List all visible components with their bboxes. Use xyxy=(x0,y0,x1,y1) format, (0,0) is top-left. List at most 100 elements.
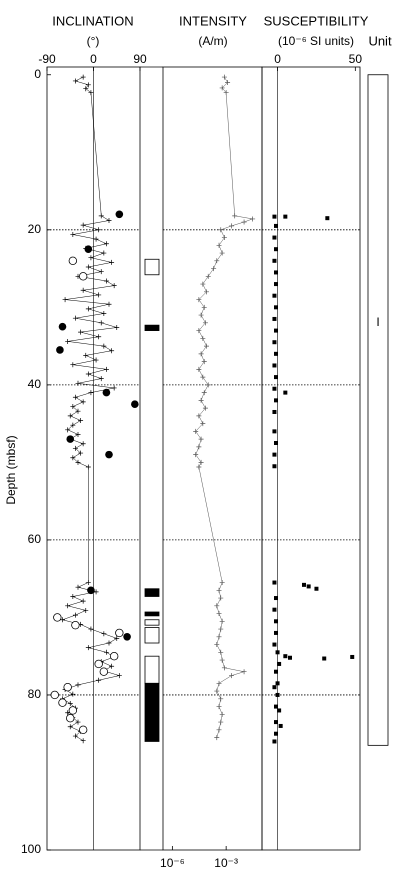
cross-marker xyxy=(80,441,86,447)
cross-marker xyxy=(114,635,120,641)
cross-marker xyxy=(202,405,208,411)
cross-marker xyxy=(218,649,224,655)
x-tick-label: -90 xyxy=(38,52,56,66)
cross-marker xyxy=(201,304,207,310)
cross-marker xyxy=(75,431,81,437)
filled-circle xyxy=(56,346,64,354)
square-marker xyxy=(272,214,277,219)
cross-marker xyxy=(83,607,89,613)
square-marker xyxy=(272,363,277,368)
square-marker xyxy=(272,409,277,414)
panel-subtitle: (10⁻⁶ SI units) xyxy=(278,34,354,48)
open-circle xyxy=(68,706,78,715)
cross-marker xyxy=(216,611,222,617)
cross-marker xyxy=(202,320,208,326)
square-marker xyxy=(302,582,306,587)
cross-marker xyxy=(75,719,81,725)
cross-marker xyxy=(85,82,91,88)
cross-marker xyxy=(83,352,89,358)
square-marker xyxy=(325,216,330,221)
open-circle xyxy=(94,659,103,669)
cross-marker xyxy=(196,413,202,419)
cross-marker xyxy=(98,320,104,326)
cross-marker xyxy=(216,680,222,686)
cross-marker xyxy=(114,324,120,330)
cross-marker xyxy=(196,328,202,334)
cross-marker xyxy=(218,595,224,601)
open-circle xyxy=(109,651,119,661)
cross-marker xyxy=(65,603,71,609)
y-tick-label: 80 xyxy=(28,687,42,701)
cross-marker xyxy=(70,593,76,599)
panel-subtitle: (°) xyxy=(87,34,100,48)
cross-marker xyxy=(241,669,247,675)
open-circle xyxy=(78,272,88,281)
y-tick-label: 60 xyxy=(28,532,42,546)
open-circle xyxy=(53,613,62,622)
cross-marker xyxy=(80,399,86,405)
cross-marker xyxy=(221,235,227,241)
cross-marker xyxy=(72,394,78,400)
square-marker xyxy=(272,386,277,391)
cross-marker xyxy=(101,631,107,637)
cross-marker xyxy=(88,255,94,261)
cross-marker xyxy=(196,444,202,450)
cross-marker xyxy=(219,711,225,717)
cross-marker xyxy=(214,688,220,694)
cross-marker xyxy=(98,376,104,382)
cross-marker xyxy=(221,74,227,80)
square-marker xyxy=(272,607,277,612)
cross-marker xyxy=(83,86,89,92)
cross-marker xyxy=(106,640,112,646)
square-marker xyxy=(275,650,280,655)
cross-marker xyxy=(200,281,206,287)
cross-marker xyxy=(98,213,104,219)
cross-marker xyxy=(109,663,115,669)
square-marker xyxy=(274,247,278,252)
cross-marker xyxy=(211,266,217,272)
cross-marker xyxy=(198,459,204,465)
cross-marker xyxy=(229,673,235,679)
square-marker xyxy=(283,390,288,395)
y-tick-label: 40 xyxy=(28,377,42,391)
cross-marker xyxy=(241,219,247,225)
polarity-block xyxy=(144,627,160,644)
open-circle xyxy=(66,714,75,723)
square-marker xyxy=(274,223,278,228)
cross-marker xyxy=(70,455,76,461)
square-marker xyxy=(274,270,278,275)
square-marker xyxy=(274,669,278,674)
cross-marker xyxy=(103,649,109,655)
cross-marker xyxy=(65,427,71,433)
square-marker xyxy=(274,375,278,380)
data-line xyxy=(61,76,121,741)
x-tick-label: 0 xyxy=(274,52,281,66)
polarity-block xyxy=(144,682,160,742)
cross-marker xyxy=(200,374,206,380)
cross-marker xyxy=(93,589,99,595)
cross-marker xyxy=(96,677,102,683)
square-marker xyxy=(274,704,278,709)
cross-marker xyxy=(85,645,91,651)
cross-marker xyxy=(203,289,209,295)
square-marker xyxy=(288,655,292,660)
cross-marker xyxy=(106,301,112,307)
cross-marker xyxy=(198,312,204,318)
cross-marker xyxy=(103,366,109,372)
y-tick-label: 100 xyxy=(21,842,41,856)
cross-marker xyxy=(193,428,199,434)
cross-marker xyxy=(75,380,81,386)
cross-marker xyxy=(216,704,222,710)
cross-marker xyxy=(201,359,207,365)
cross-marker xyxy=(88,626,94,632)
cross-marker xyxy=(198,436,204,442)
x-tick-label: 90 xyxy=(133,52,147,66)
cross-marker xyxy=(219,85,225,91)
cross-marker xyxy=(116,673,122,679)
filled-circle xyxy=(102,388,111,397)
x-tick-label: 10⁻⁶ xyxy=(160,856,185,870)
square-marker xyxy=(272,429,277,434)
square-marker xyxy=(277,708,282,713)
